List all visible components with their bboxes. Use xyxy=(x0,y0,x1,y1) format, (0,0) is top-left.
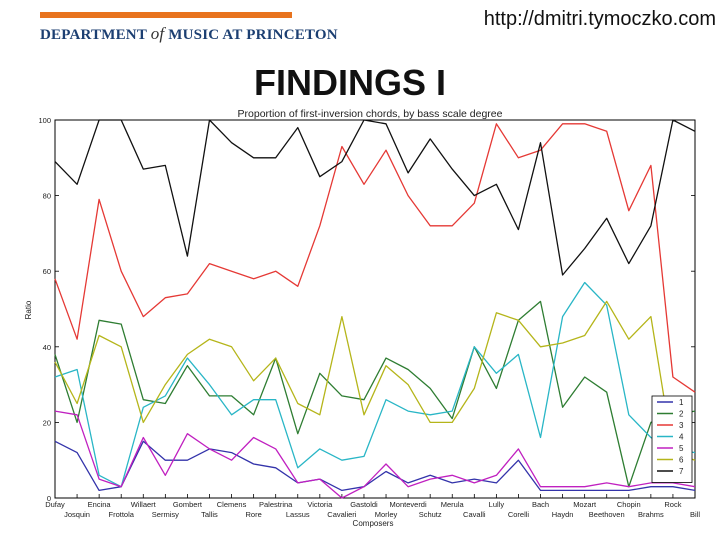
chart-title: Proportion of first-inversion chords, by… xyxy=(238,108,503,120)
x-tick-label: Rore xyxy=(245,510,261,519)
legend-label-4: 4 xyxy=(679,433,684,442)
series-line-1 xyxy=(54,440,696,492)
slide-heading: FINDINGS I xyxy=(254,62,447,103)
legend-label-5: 5 xyxy=(679,444,684,453)
y-tick-label: 0 xyxy=(47,494,51,503)
x-tick-label: Gastoldi xyxy=(350,500,378,509)
x-tick-label: Josquin xyxy=(64,510,90,519)
legend-label-1: 1 xyxy=(679,398,684,407)
x-tick-label: Cavalieri xyxy=(327,510,357,519)
x-tick-label: Willaert xyxy=(131,500,157,509)
x-tick-label: Haydn xyxy=(552,510,574,519)
x-tick-label: Mozart xyxy=(573,500,597,509)
legend-label-6: 6 xyxy=(679,456,684,465)
x-tick-label: Chopin xyxy=(617,500,641,509)
x-tick-label: Beethoven xyxy=(589,510,625,519)
x-tick-label: Rock xyxy=(664,500,681,509)
x-tick-label: Corelli xyxy=(508,510,530,519)
y-tick-label: 60 xyxy=(43,267,51,276)
series-line-6 xyxy=(54,300,696,461)
x-tick-label: Merula xyxy=(441,500,465,509)
x-tick-label: Frottola xyxy=(108,510,134,519)
x-tick-label: Dufay xyxy=(45,500,65,509)
series-line-7 xyxy=(54,119,696,276)
legend-label-7: 7 xyxy=(679,467,684,476)
x-tick-label: Sermisy xyxy=(152,510,179,519)
x-tick-label: Palestrina xyxy=(259,500,293,509)
logo-left-text: DEPARTMENT xyxy=(40,27,147,43)
x-tick-label: Bach xyxy=(532,500,549,509)
y-axis-label: Ratio xyxy=(24,300,33,319)
series-line-5 xyxy=(54,410,696,499)
x-tick-label: Encina xyxy=(88,500,112,509)
series-line-4 xyxy=(54,281,696,488)
y-tick-label: 20 xyxy=(43,418,51,427)
series-line-3 xyxy=(54,123,696,393)
x-tick-label: Cavalli xyxy=(463,510,486,519)
x-tick-label: Bill xyxy=(690,510,700,519)
logo-wordmark: DEPARTMENT of MUSIC AT PRINCETON xyxy=(40,24,338,44)
y-tick-label: 100 xyxy=(38,116,51,125)
url-text: http://dmitri.tymoczko.com xyxy=(483,8,716,30)
x-tick-label: Tallis xyxy=(201,510,218,519)
legend-box xyxy=(651,395,693,483)
x-tick-label: Lassus xyxy=(286,510,310,519)
x-tick-label: Gombert xyxy=(173,500,203,509)
series-line-2 xyxy=(54,300,696,488)
x-tick-label: Schutz xyxy=(419,510,442,519)
logo-of-text: of xyxy=(150,24,165,43)
x-tick-label: Victoria xyxy=(307,500,333,509)
plot-area xyxy=(54,119,696,499)
legend-label-3: 3 xyxy=(679,421,684,430)
x-tick-label: Brahms xyxy=(638,510,664,519)
x-tick-label: Monteverdi xyxy=(390,500,427,509)
y-tick-label: 40 xyxy=(43,343,51,352)
y-tick-label: 80 xyxy=(43,192,51,201)
logo-right-text: MUSIC AT PRINCETON xyxy=(168,27,338,43)
x-tick-label: Clemens xyxy=(217,500,247,509)
legend-label-2: 2 xyxy=(679,410,684,419)
x-tick-label: Morley xyxy=(375,510,398,519)
logo-orange-bar xyxy=(40,12,292,18)
x-axis-label: Composers xyxy=(353,519,394,528)
x-tick-label: Lully xyxy=(489,500,505,509)
department-logo: DEPARTMENT of MUSIC AT PRINCETON xyxy=(40,8,338,52)
